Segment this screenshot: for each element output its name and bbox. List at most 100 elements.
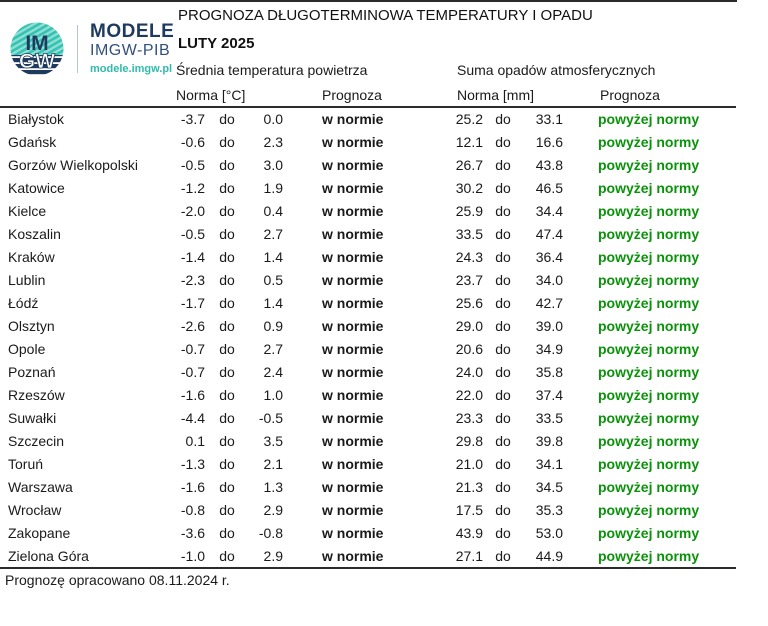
temp-separator: do xyxy=(219,479,235,495)
precip-separator: do xyxy=(495,364,511,380)
precip-separator: do xyxy=(495,387,511,403)
temp-low-value: -1.0 xyxy=(180,548,205,564)
temp-forecast-value: w normie xyxy=(322,249,384,265)
temp-low-value: -1.6 xyxy=(180,387,205,403)
temp-high-value: 1.4 xyxy=(263,295,283,311)
temp-separator: do xyxy=(219,295,235,311)
temp-high-value: 1.9 xyxy=(263,180,283,196)
imgw-logo: IM GW MODELE IMGW-PIB modele.imgw.pl xyxy=(10,22,174,76)
precip-group-header: Suma opadów atmosferycznych xyxy=(457,62,656,78)
temp-prognoza-column-header: Prognoza xyxy=(322,87,382,103)
precip-low-value: 20.6 xyxy=(455,341,483,357)
temp-low-value: -2.3 xyxy=(180,272,205,288)
precip-high-value: 33.5 xyxy=(535,410,563,426)
precip-low-value: 24.3 xyxy=(455,249,483,265)
precip-forecast-value: powyżej normy xyxy=(598,180,700,196)
month-label: LUTY 2025 xyxy=(178,35,255,52)
precip-low-value: 27.1 xyxy=(455,548,483,564)
logo-imgw-pib-label: IMGW-PIB xyxy=(90,42,171,60)
city-cell: Rzeszów xyxy=(8,387,65,403)
city-cell: Kielce xyxy=(8,203,47,219)
temp-low-value: -0.5 xyxy=(180,226,205,242)
precip-low-value: 25.9 xyxy=(455,203,483,219)
temp-forecast-value: w normie xyxy=(322,502,384,518)
temp-low-value: -0.7 xyxy=(180,341,205,357)
temp-high-value: 0.4 xyxy=(263,203,283,219)
bottom-rule xyxy=(0,567,736,569)
precip-low-value: 29.8 xyxy=(455,433,483,449)
imgw-globe-icon: IM GW xyxy=(10,22,64,76)
precip-separator: do xyxy=(495,341,511,357)
city-cell: Zakopane xyxy=(8,525,71,541)
temp-low-value: -4.4 xyxy=(180,410,205,426)
precip-high-value: 16.6 xyxy=(535,134,563,150)
precip-separator: do xyxy=(495,502,511,518)
precip-forecast-value: powyżej normy xyxy=(598,525,700,541)
temp-high-value: 2.3 xyxy=(263,134,283,150)
table-row: Białystok -3.7 do 0.0 w normie 25.2 do 33.1 powy… xyxy=(0,108,768,131)
temp-norma-column-header: Norma [°C] xyxy=(176,87,246,103)
city-cell: Toruń xyxy=(8,456,44,472)
temp-separator: do xyxy=(219,180,235,196)
temp-separator: do xyxy=(219,364,235,380)
temp-separator: do xyxy=(219,203,235,219)
precip-low-value: 25.6 xyxy=(455,295,483,311)
precip-low-value: 26.7 xyxy=(455,157,483,173)
temp-high-value: 2.9 xyxy=(263,548,283,564)
table-row: Poznań -0.7 do 2.4 w normie 24.0 do 35.8 powyżej… xyxy=(0,361,768,384)
temp-low-value: -1.3 xyxy=(180,456,205,472)
table-row: Łódź -1.7 do 1.4 w normie 25.6 do 42.7 powyżej n… xyxy=(0,292,768,315)
temp-forecast-value: w normie xyxy=(322,111,384,127)
precip-forecast-value: powyżej normy xyxy=(598,341,700,357)
temp-forecast-value: w normie xyxy=(322,456,384,472)
city-cell: Koszalin xyxy=(8,226,61,242)
temp-low-value: -0.7 xyxy=(180,364,205,380)
precip-separator: do xyxy=(495,134,511,150)
city-cell: Szczecin xyxy=(8,433,65,449)
temp-high-value: -0.8 xyxy=(258,525,283,541)
precip-separator: do xyxy=(495,272,511,288)
precip-high-value: 37.4 xyxy=(535,387,563,403)
temp-high-value: 1.3 xyxy=(263,479,283,495)
temp-low-value: -1.4 xyxy=(180,249,205,265)
table-row: Rzeszów -1.6 do 1.0 w normie 22.0 do 37.4 powyże… xyxy=(0,384,768,407)
temp-high-value: 2.7 xyxy=(263,226,283,242)
precip-high-value: 53.0 xyxy=(535,525,563,541)
table-row: Lublin -2.3 do 0.5 w normie 23.7 do 34.0 powyżej… xyxy=(0,269,768,292)
footer-note: Prognozę opracowano 08.11.2024 r. xyxy=(5,572,230,588)
header-rule xyxy=(0,106,736,108)
precip-low-value: 24.0 xyxy=(455,364,483,380)
temp-separator: do xyxy=(219,134,235,150)
svg-text:IM: IM xyxy=(25,32,48,55)
temp-separator: do xyxy=(219,410,235,426)
table-row: Katowice -1.2 do 1.9 w normie 30.2 do 46.5 powyż… xyxy=(0,177,768,200)
precip-separator: do xyxy=(495,433,511,449)
city-cell: Katowice xyxy=(8,180,65,196)
precip-forecast-value: powyżej normy xyxy=(598,456,700,472)
temp-high-value: 2.7 xyxy=(263,341,283,357)
temp-group-header: Średnia temperatura powietrza xyxy=(176,62,368,78)
logo-wordmark: MODELE IMGW-PIB modele.imgw.pl xyxy=(90,22,174,75)
temp-forecast-value: w normie xyxy=(322,272,384,288)
city-cell: Suwałki xyxy=(8,410,57,426)
precip-separator: do xyxy=(495,295,511,311)
precip-separator: do xyxy=(495,111,511,127)
precip-high-value: 39.0 xyxy=(535,318,563,334)
temp-high-value: 2.1 xyxy=(263,456,283,472)
temp-separator: do xyxy=(219,548,235,564)
precip-high-value: 34.4 xyxy=(535,203,563,219)
temp-forecast-value: w normie xyxy=(322,410,384,426)
precip-separator: do xyxy=(495,157,511,173)
precip-high-value: 43.8 xyxy=(535,157,563,173)
temp-separator: do xyxy=(219,157,235,173)
precip-high-value: 42.7 xyxy=(535,295,563,311)
precip-separator: do xyxy=(495,479,511,495)
temp-separator: do xyxy=(219,318,235,334)
city-cell: Lublin xyxy=(8,272,46,288)
temp-high-value: 3.0 xyxy=(263,157,283,173)
city-cell: Wrocław xyxy=(8,502,62,518)
temp-low-value: -1.6 xyxy=(180,479,205,495)
precip-separator: do xyxy=(495,249,511,265)
temp-low-value: -1.2 xyxy=(180,180,205,196)
temp-forecast-value: w normie xyxy=(322,295,384,311)
